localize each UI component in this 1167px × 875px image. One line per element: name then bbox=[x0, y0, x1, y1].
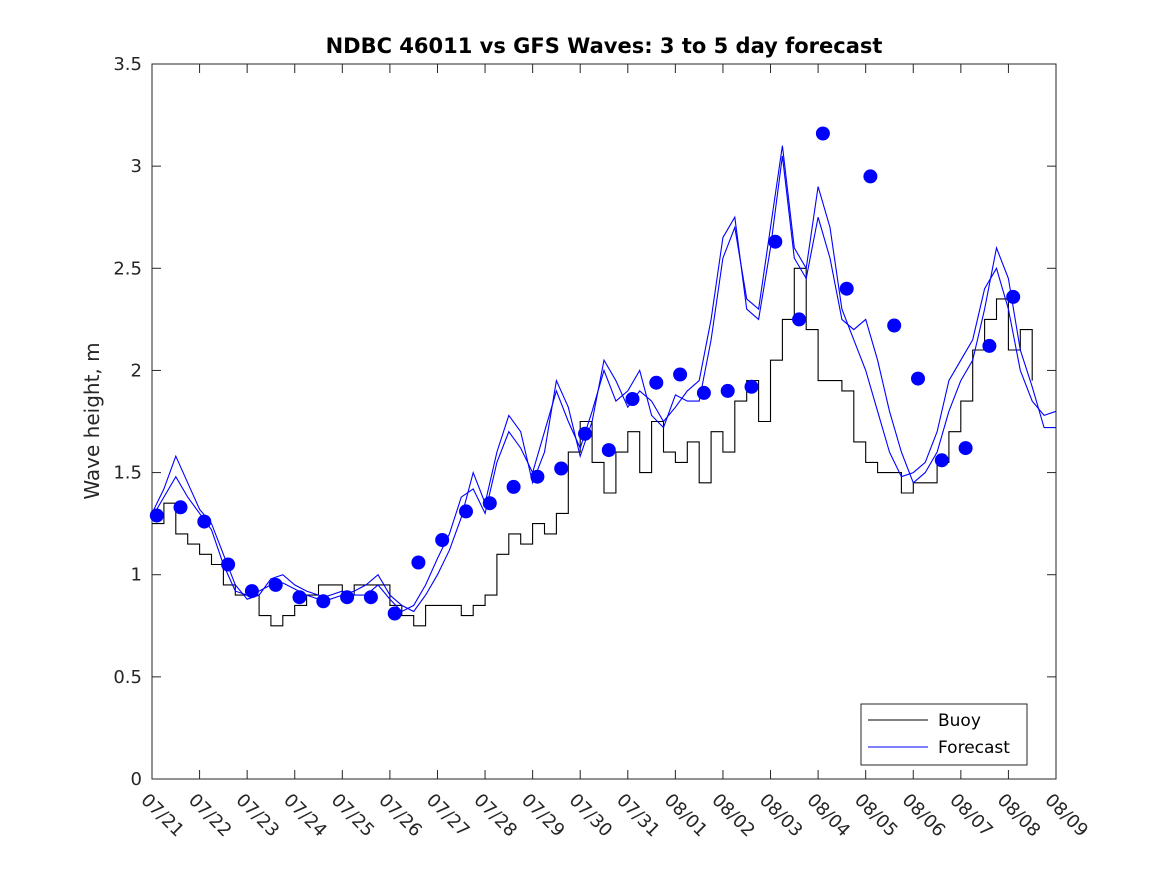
legend-label-buoy: Buoy bbox=[938, 711, 981, 731]
plot-area bbox=[151, 63, 1057, 780]
forecast-marker bbox=[649, 375, 664, 390]
chart-title: NDBC 46011 vs GFS Waves: 3 to 5 day fore… bbox=[326, 34, 883, 58]
forecast-marker bbox=[625, 392, 640, 406]
forecast-marker bbox=[459, 504, 473, 519]
forecast-marker bbox=[934, 453, 949, 468]
forecast-marker bbox=[863, 169, 878, 184]
forecast-marker bbox=[815, 126, 830, 141]
forecast-marker bbox=[149, 508, 164, 523]
forecast-marker bbox=[482, 496, 497, 511]
forecast-marker bbox=[244, 584, 259, 599]
forecast-marker bbox=[292, 590, 307, 605]
forecast-marker bbox=[958, 441, 973, 456]
forecast-marker bbox=[435, 533, 450, 547]
series-layer bbox=[149, 126, 1057, 627]
forecast-marker bbox=[316, 594, 331, 609]
forecast-marker bbox=[387, 606, 402, 621]
forecast-marker bbox=[221, 557, 236, 572]
y-tick-label: 3 bbox=[131, 156, 142, 177]
y-tick-label: 2.5 bbox=[113, 258, 142, 279]
forecast-marker bbox=[578, 426, 592, 441]
y-tick-label: 0.5 bbox=[113, 667, 142, 688]
forecast-marker bbox=[696, 385, 711, 400]
forecast-marker bbox=[982, 338, 997, 353]
forecast-marker bbox=[673, 367, 688, 382]
forecast-marker bbox=[839, 281, 854, 296]
forecast-marker bbox=[506, 479, 521, 494]
forecast-marker bbox=[340, 590, 355, 605]
forecast-marker bbox=[768, 234, 783, 249]
forecast-marker bbox=[887, 318, 902, 333]
y-tick-label: 3.5 bbox=[113, 54, 142, 75]
forecast-marker bbox=[411, 555, 426, 570]
forecast-marker bbox=[601, 443, 616, 458]
buoy-series-line bbox=[152, 267, 1033, 627]
forecast-marker bbox=[911, 371, 925, 386]
legend-box bbox=[860, 703, 1028, 766]
forecast-marker bbox=[197, 514, 212, 529]
forecast-marker bbox=[268, 577, 283, 592]
y-axis-label: Wave height, m bbox=[80, 342, 104, 499]
y-tick-label: 2 bbox=[131, 360, 142, 381]
forecast-marker bbox=[554, 461, 569, 476]
legend: Buoy Forecast bbox=[860, 703, 1028, 766]
forecast-marker bbox=[792, 312, 807, 327]
forecast-marker bbox=[530, 469, 545, 484]
y-tick-label: 1 bbox=[131, 565, 142, 586]
y-tick-label: 0 bbox=[131, 769, 142, 790]
forecast-marker bbox=[173, 500, 188, 515]
forecast-marker bbox=[720, 383, 735, 398]
forecast-marker bbox=[744, 379, 759, 394]
forecast-series-line bbox=[151, 155, 1056, 613]
forecast-marker bbox=[363, 590, 378, 605]
y-tick-label: 1.5 bbox=[113, 463, 142, 484]
legend-label-forecast: Forecast bbox=[938, 738, 1010, 758]
forecast-marker bbox=[1006, 289, 1021, 304]
